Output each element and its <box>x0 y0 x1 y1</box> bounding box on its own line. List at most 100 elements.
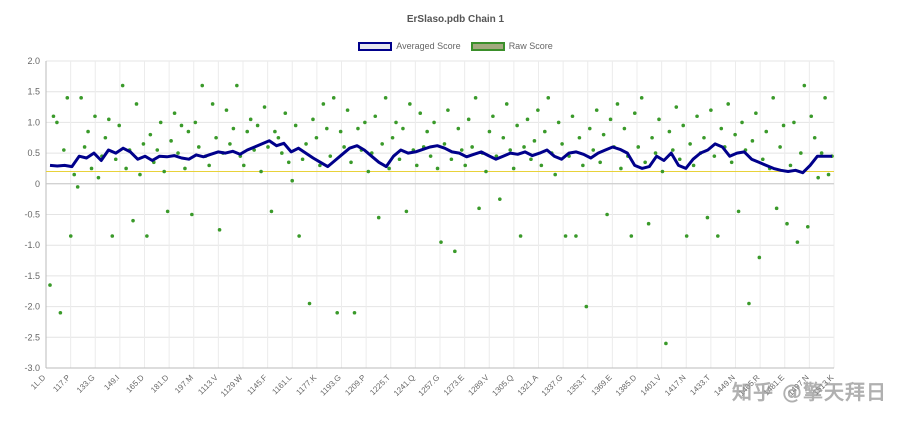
raw-score-point <box>809 114 814 119</box>
y-tick-label: -1.0 <box>24 240 40 250</box>
raw-score-point <box>501 135 506 140</box>
raw-score-point <box>120 83 125 88</box>
raw-score-point <box>325 126 329 131</box>
raw-score-point <box>117 123 122 128</box>
raw-score-point <box>286 160 291 165</box>
raw-score-point <box>709 108 713 112</box>
raw-score-point <box>394 120 398 125</box>
raw-score-point <box>632 111 637 115</box>
y-tick-label: -2.0 <box>24 302 40 312</box>
raw-score-point <box>86 129 90 134</box>
raw-score-point <box>273 129 277 134</box>
raw-score-point <box>373 114 378 119</box>
x-tick-label: 1225.T <box>368 373 392 397</box>
raw-score-point <box>79 96 83 100</box>
raw-score-point <box>356 126 360 131</box>
raw-score-point <box>484 169 488 174</box>
raw-score-point <box>414 163 419 168</box>
raw-score-point <box>764 129 769 134</box>
x-tick-label: 1161.L <box>270 373 294 397</box>
raw-score-point <box>529 157 533 162</box>
x-tick-label: 1273.E <box>442 373 466 397</box>
raw-score-point <box>577 135 582 140</box>
raw-score-point <box>636 145 641 149</box>
x-tick-label: 1113.V <box>196 373 220 397</box>
raw-score-point <box>124 166 128 171</box>
y-tick-label: 2.0 <box>27 56 40 66</box>
raw-score-point <box>584 304 589 309</box>
raw-score-point <box>795 240 800 244</box>
legend-label-averaged: Averaged Score <box>396 41 461 51</box>
raw-score-point <box>96 175 101 180</box>
raw-score-point <box>788 163 793 168</box>
raw-score-point <box>667 129 672 134</box>
raw-score-point <box>51 114 56 119</box>
x-tick-label: 1L.D <box>29 373 47 391</box>
raw-score-point <box>453 249 457 254</box>
raw-score-point <box>186 129 191 134</box>
raw-score-point <box>726 102 730 106</box>
raw-score-point <box>210 102 215 106</box>
raw-score-point <box>543 129 547 134</box>
raw-score-point <box>525 117 530 122</box>
raw-score-point <box>65 96 70 100</box>
x-tick-label: 1433.T <box>688 373 712 397</box>
raw-score-point <box>342 145 346 149</box>
x-tick-label: 1193.G <box>318 373 343 398</box>
raw-score-point <box>259 169 263 174</box>
raw-score-point <box>425 129 429 134</box>
x-tick-label: 1337.G <box>540 373 565 398</box>
raw-score-point <box>113 157 118 162</box>
raw-score-point <box>684 234 689 238</box>
raw-score-point <box>736 209 741 214</box>
raw-score-point <box>799 151 803 155</box>
raw-score-point <box>470 145 474 149</box>
raw-score-point <box>477 206 481 211</box>
raw-score-point <box>705 215 710 220</box>
raw-score-point <box>733 132 737 137</box>
legend-item-raw[interactable]: Raw Score <box>470 41 553 51</box>
raw-score-point <box>522 145 526 149</box>
raw-score-point <box>321 102 326 106</box>
raw-score-point <box>729 160 734 165</box>
raw-score-point <box>826 172 831 177</box>
raw-score-point <box>587 126 592 131</box>
raw-score-point <box>200 83 205 88</box>
raw-score-point <box>376 215 381 220</box>
legend-item-averaged[interactable]: Averaged Score <box>358 41 461 51</box>
x-tick-label: 1305.Q <box>490 373 515 398</box>
raw-score-point <box>196 145 201 149</box>
raw-score-point <box>719 126 724 131</box>
y-tick-label: 1.0 <box>27 117 40 127</box>
raw-score-point <box>62 148 66 152</box>
raw-score-point <box>366 169 371 174</box>
raw-score-point <box>456 126 461 131</box>
raw-score-point <box>228 142 232 146</box>
raw-score-point <box>816 175 820 180</box>
raw-score-point <box>449 157 454 162</box>
raw-score-point <box>774 206 779 211</box>
raw-score-point <box>266 145 270 149</box>
raw-score-point <box>231 126 236 131</box>
raw-score-point <box>691 163 696 168</box>
raw-score-point <box>380 142 384 146</box>
legend-label-raw: Raw Score <box>508 41 553 51</box>
averaged-score-line <box>49 139 832 175</box>
raw-score-point <box>58 310 63 315</box>
raw-score-point <box>131 218 135 223</box>
raw-score-point <box>217 228 222 232</box>
raw-score-point <box>248 117 253 122</box>
raw-score-point <box>439 240 443 244</box>
raw-score-point <box>546 96 551 100</box>
raw-score-point <box>331 96 336 100</box>
raw-score-point <box>677 157 682 162</box>
x-tick-label: 1289.V <box>466 373 491 398</box>
raw-score-point <box>712 154 717 158</box>
raw-score-point <box>158 120 163 125</box>
raw-score-point <box>269 209 274 214</box>
raw-score-point <box>643 160 647 165</box>
raw-score-point <box>660 169 665 174</box>
raw-score-point <box>463 163 468 168</box>
legend-swatch-raw <box>470 41 505 51</box>
